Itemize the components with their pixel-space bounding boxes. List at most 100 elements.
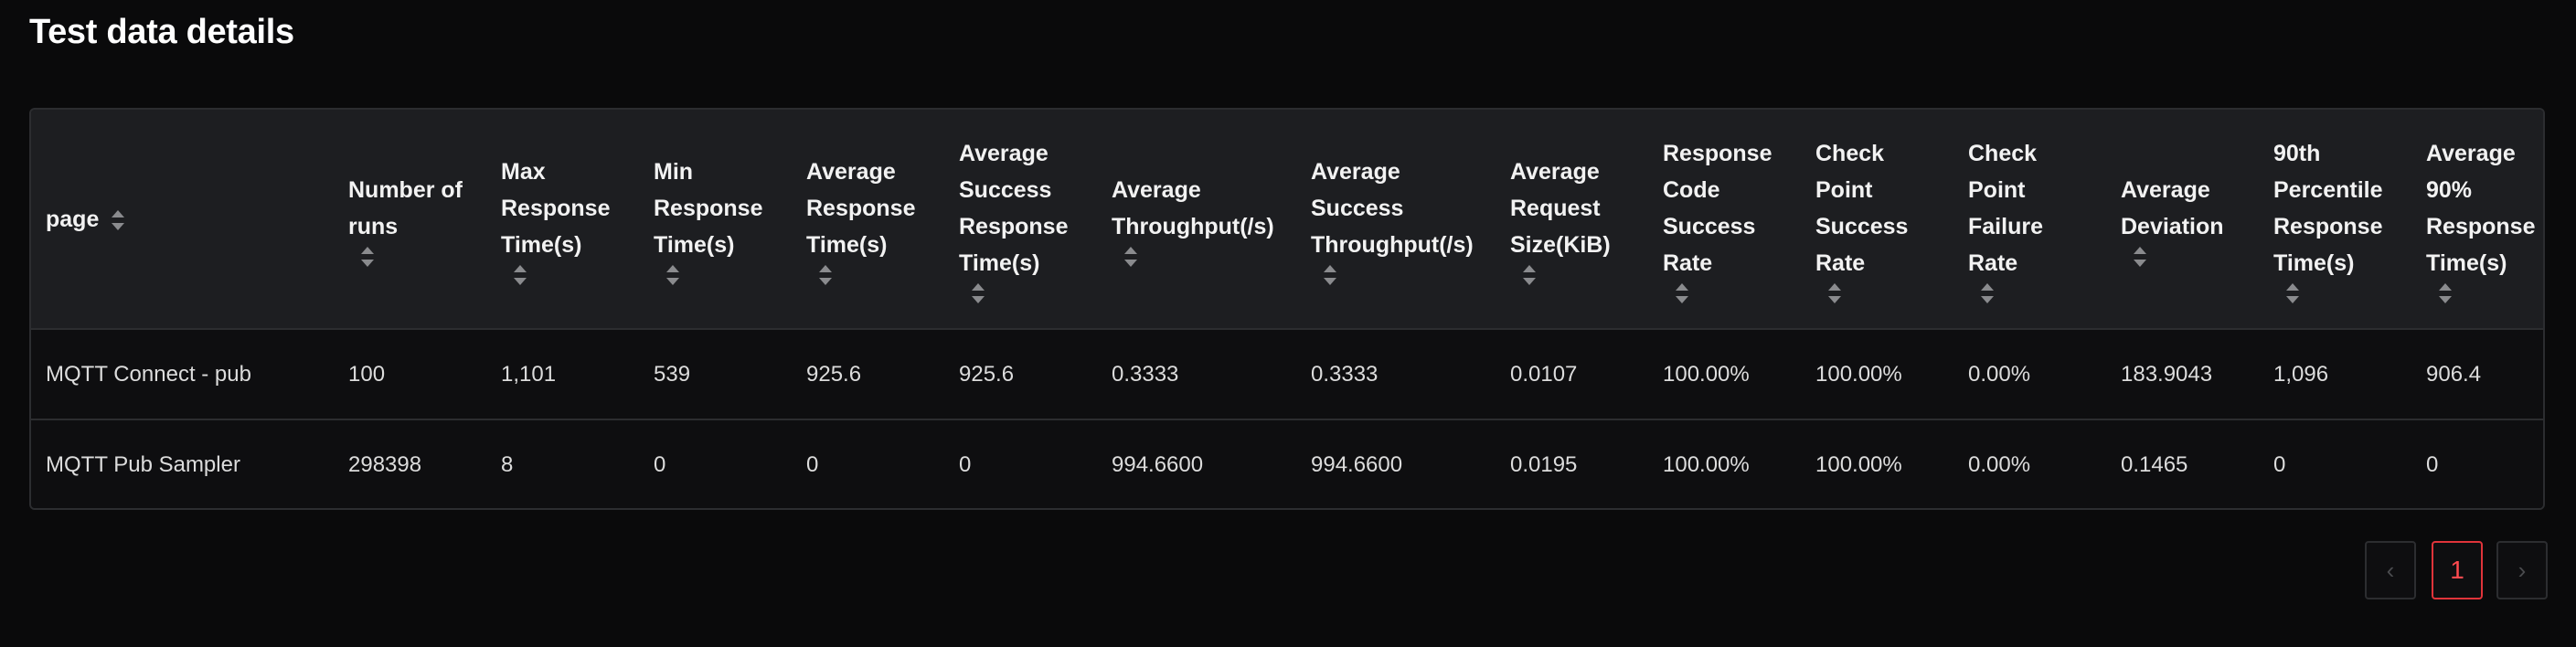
table-cell: 994.6600 [1296, 419, 1496, 508]
caret-down-icon [1828, 295, 1841, 303]
column-header-label: Size(KiB) [1510, 231, 1611, 258]
sort-icon[interactable] [1981, 282, 1994, 303]
column-header[interactable]: Average Success Response Time(s) [944, 110, 1097, 330]
column-header-label: Response [654, 195, 763, 221]
caret-down-icon [2134, 259, 2146, 267]
column-header[interactable]: Check Point Success Rate [1801, 110, 1953, 330]
sort-icon[interactable] [112, 209, 125, 230]
column-header-label: Time(s) [654, 231, 735, 258]
caret-up-icon [1523, 264, 1536, 272]
table-row: MQTT Pub Sampler 298398 8 0 0 0 994.6600 994.66… [31, 419, 2543, 508]
pagination-prev-button[interactable]: ‹ [2365, 541, 2416, 599]
sort-icon[interactable] [1124, 246, 1137, 267]
pagination-next-button[interactable]: › [2496, 541, 2548, 599]
caret-down-icon [1676, 295, 1688, 303]
column-header-label: Rate [1968, 249, 2018, 276]
column-header[interactable]: 90th Percentile Response Time(s) [2259, 110, 2411, 330]
column-header-label: Check [1815, 140, 1885, 166]
sort-icon[interactable] [819, 264, 832, 285]
sort-icon[interactable] [1523, 264, 1536, 285]
column-header-label: page [46, 206, 100, 232]
table-cell: 539 [654, 361, 691, 387]
table-row: MQTT Connect - pub 100 1,101 539 925.6 925.6 0… [31, 329, 2543, 419]
column-header-label: Average [2121, 176, 2210, 203]
table-cell: 906.4 [2426, 361, 2482, 387]
table-cell: 298398 [334, 419, 486, 508]
caret-up-icon [666, 264, 679, 272]
column-header-label: Average [806, 158, 896, 185]
table-cell: 925.6 [959, 361, 1015, 387]
column-header-label: Response [806, 195, 916, 221]
column-header-label: 90% [2426, 176, 2473, 203]
caret-up-icon [819, 264, 832, 272]
sort-icon[interactable] [1828, 282, 1841, 303]
table-cell: 0.0107 [1510, 361, 1578, 387]
caret-up-icon [514, 264, 527, 272]
column-header-label: Number of [348, 176, 463, 203]
column-header-label: Failure [1968, 213, 2043, 239]
column-header-label: Min [654, 158, 694, 185]
sort-icon[interactable] [972, 282, 985, 303]
column-header[interactable]: Min Response Time(s) [639, 110, 792, 330]
caret-up-icon [112, 209, 125, 217]
column-header-label: runs [348, 213, 399, 239]
sort-icon[interactable] [361, 246, 374, 267]
table-header-row: page Number of runs Max Response Time(s) Min Re… [31, 110, 2543, 330]
column-header[interactable]: Average Throughput(/s) [1097, 110, 1296, 330]
table-cell: 0.3333 [1112, 361, 1179, 387]
caret-up-icon [1124, 246, 1137, 254]
caret-up-icon [2286, 282, 2299, 291]
sort-icon[interactable] [2439, 282, 2452, 303]
column-header-label: Response [959, 213, 1069, 239]
sort-icon[interactable] [2134, 246, 2146, 267]
caret-down-icon [514, 277, 527, 285]
column-header-label: Time(s) [806, 231, 888, 258]
column-header-label: Code [1663, 176, 1720, 203]
column-header-label: Average [959, 140, 1048, 166]
column-header[interactable]: Average 90% Response Time(s) [2411, 110, 2543, 330]
sort-icon[interactable] [514, 264, 527, 285]
sort-icon[interactable] [2286, 282, 2299, 303]
caret-up-icon [1828, 282, 1841, 291]
column-header-label: Time(s) [959, 249, 1040, 276]
column-header[interactable]: Number of runs [334, 110, 486, 330]
column-header[interactable]: Average Request Size(KiB) [1496, 110, 1648, 330]
column-header-label: Average [1311, 158, 1400, 185]
table-cell: 1,101 [501, 361, 557, 387]
column-header[interactable]: Check Point Failure Rate [1953, 110, 2106, 330]
chevron-right-icon: › [2517, 556, 2527, 584]
caret-down-icon [2439, 295, 2452, 303]
column-header-label: Response [2273, 213, 2383, 239]
test-data-table: page Number of runs Max Response Time(s) Min Re… [29, 108, 2545, 510]
column-header-label: Success [959, 176, 1052, 203]
sort-icon[interactable] [1676, 282, 1688, 303]
column-header-label: 90th [2273, 140, 2321, 166]
table-cell: 0.00% [1968, 361, 2031, 387]
column-header-label: Average [1112, 176, 1201, 203]
table-cell: 0.1465 [2106, 419, 2259, 508]
caret-down-icon [1981, 295, 1994, 303]
column-header[interactable]: Average Response Time(s) [792, 110, 944, 330]
caret-up-icon [361, 246, 374, 254]
column-header-label: Point [1968, 176, 2026, 203]
column-header-label: Percentile [2273, 176, 2383, 203]
column-header-label: Average [2426, 140, 2516, 166]
caret-down-icon [2286, 295, 2299, 303]
column-header[interactable]: Response Code Success Rate [1648, 110, 1801, 330]
column-header[interactable]: Average Success Throughput(/s) [1296, 110, 1496, 330]
sort-icon[interactable] [1324, 264, 1336, 285]
table-cell: 0 [944, 419, 1097, 508]
sort-icon[interactable] [666, 264, 679, 285]
table-cell: 925.6 [806, 361, 862, 387]
column-header[interactable]: Max Response Time(s) [486, 110, 639, 330]
caret-down-icon [112, 222, 125, 230]
column-header-label: Time(s) [501, 231, 582, 258]
table-cell: MQTT Pub Sampler [31, 419, 334, 508]
column-header-label: Rate [1663, 249, 1713, 276]
column-header[interactable]: Average Deviation [2106, 110, 2259, 330]
column-header-label: Average [1510, 158, 1600, 185]
caret-down-icon [972, 295, 985, 303]
column-header-label: Request [1510, 195, 1601, 221]
pagination-page-button[interactable]: 1 [2432, 541, 2483, 599]
column-header[interactable]: page [31, 110, 334, 330]
